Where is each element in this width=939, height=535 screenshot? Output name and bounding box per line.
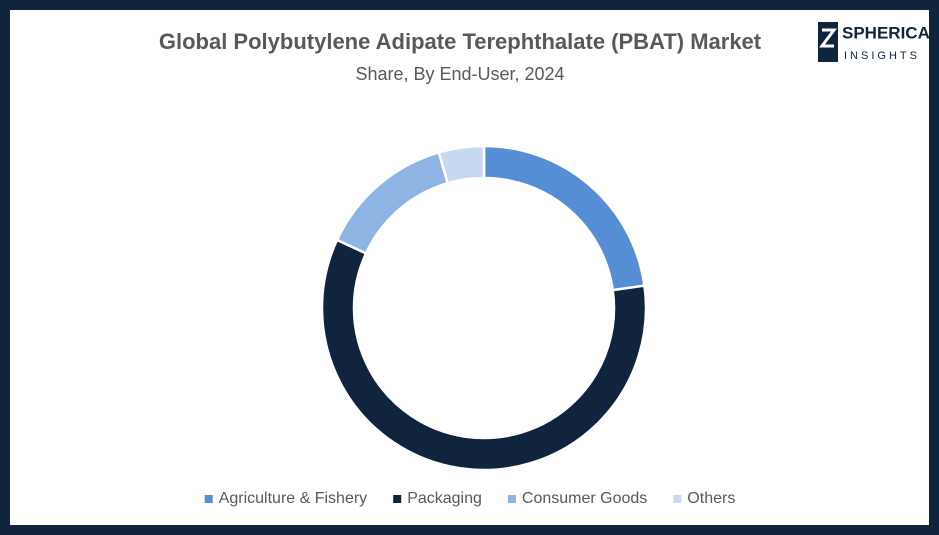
logo-icon (818, 22, 838, 62)
logo-text: INSIGHTS (844, 50, 920, 62)
legend-label: Agriculture & Fishery (219, 490, 368, 507)
legend-label: Consumer Goods (522, 490, 647, 507)
legend-swatch (673, 495, 682, 503)
legend-swatch (204, 495, 213, 503)
donut (320, 144, 648, 472)
chart-title: Global Polybutylene Adipate Terephthalat… (159, 29, 762, 54)
legend-label: Packaging (407, 490, 482, 507)
logo-text: SPHERICAL (842, 23, 939, 42)
logo: SPHERICAL INSIGHTS (818, 22, 939, 62)
logo-mark (819, 28, 837, 48)
legend-label: Others (687, 490, 735, 507)
donut-slice (320, 238, 648, 472)
chart-subtitle: Share, By End-User, 2024 (355, 64, 564, 84)
donut-slice (437, 144, 486, 185)
legend-swatch (507, 495, 516, 503)
legend: Agriculture & Fishery Packaging Consumer G… (204, 490, 735, 507)
legend-swatch (393, 495, 402, 503)
